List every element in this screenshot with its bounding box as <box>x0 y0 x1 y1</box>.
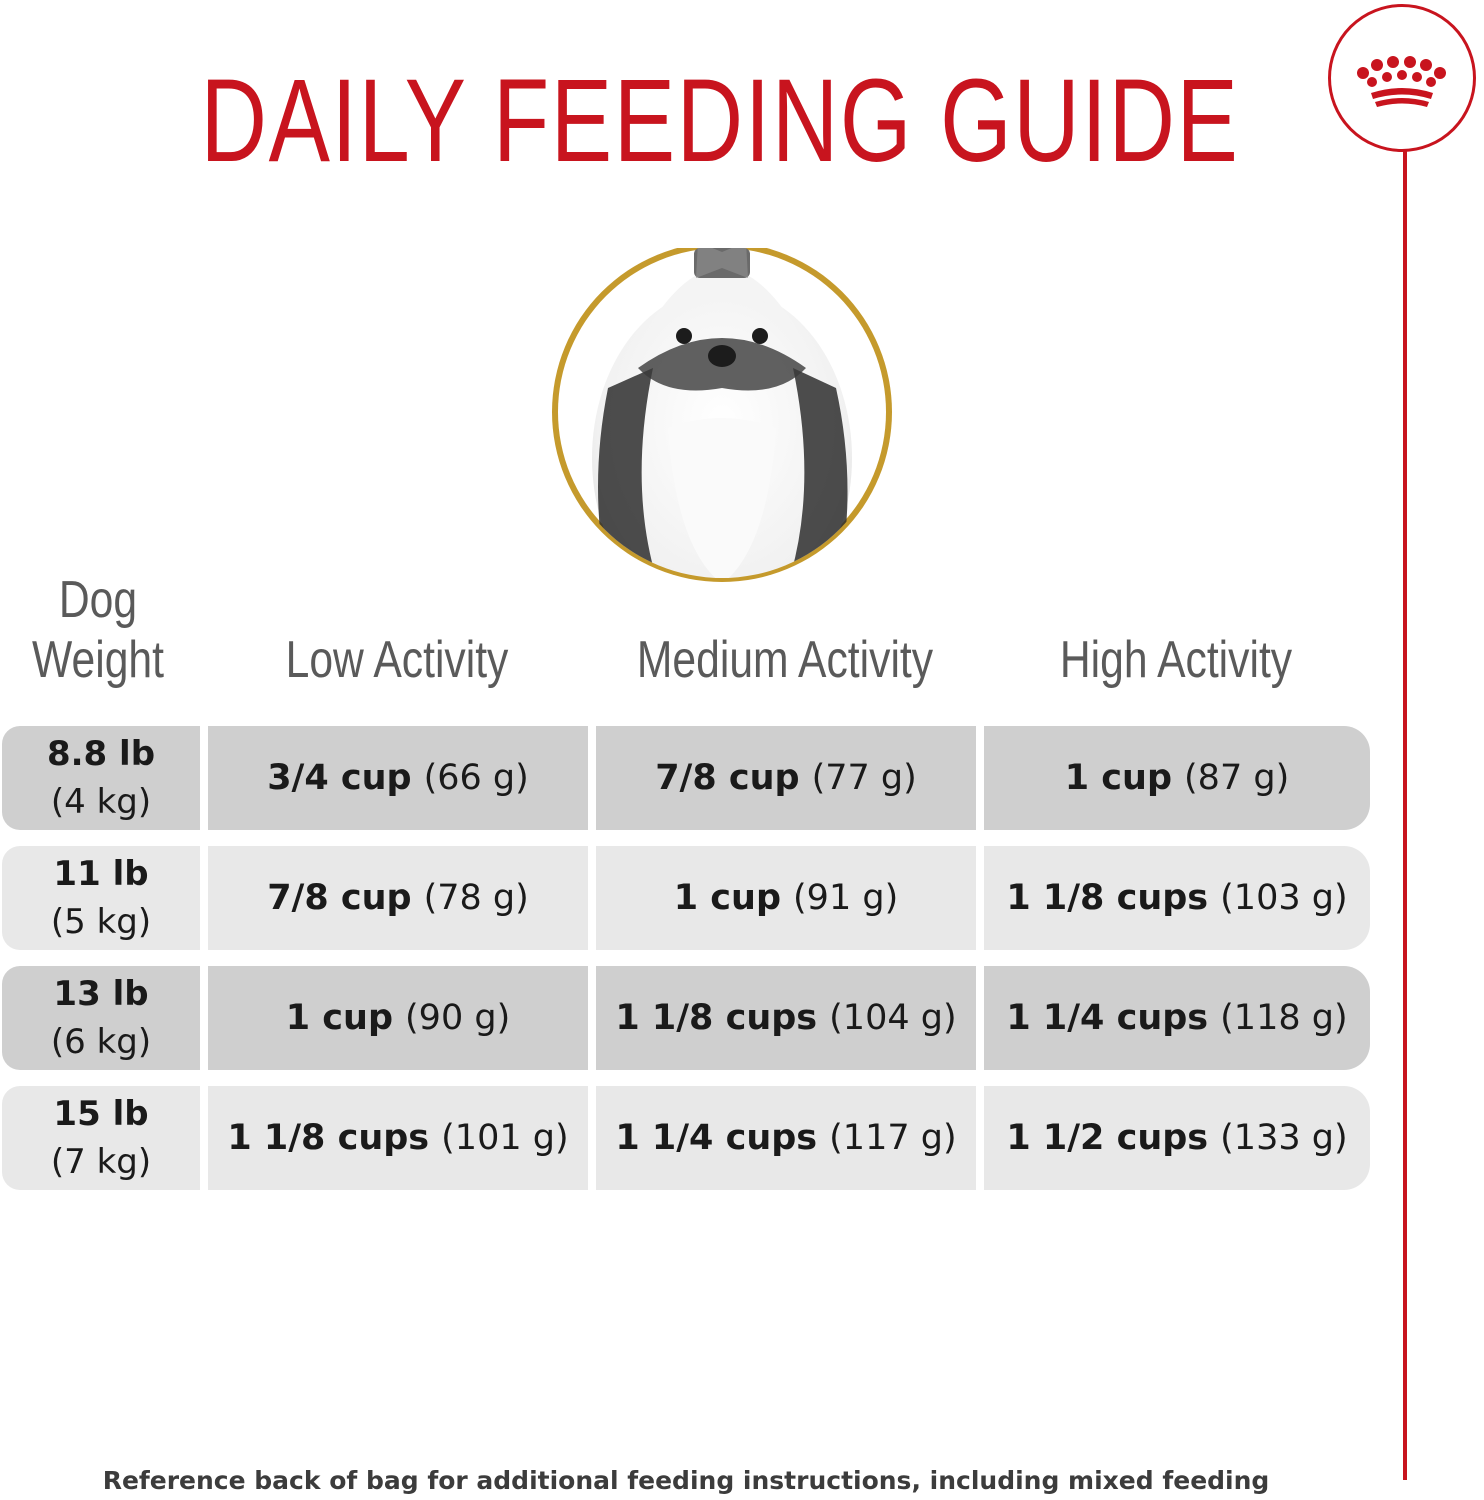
weight-kg: (6 kg) <box>50 1022 152 1062</box>
cup-amount: 1 cup <box>673 878 782 918</box>
high-activity-cell: 1 1/8 cups (103 g) <box>984 846 1370 950</box>
table-row: 15 lb (7 kg) 1 1/8 cups (101 g) 1 1/4 cups… <box>2 1086 1370 1190</box>
gram-amount: (103 g) <box>1220 878 1348 918</box>
gram-amount: (90 g) <box>405 998 511 1038</box>
weight-kg: (5 kg) <box>50 902 152 942</box>
table-row: 8.8 lb (4 kg) 3/4 cup (66 g) 7/8 cup (77 g)… <box>2 726 1370 830</box>
cup-amount: 1 cup <box>285 998 394 1038</box>
gram-amount: (118 g) <box>1220 998 1348 1038</box>
medium-activity-cell: 1 cup (91 g) <box>596 846 976 950</box>
cup-amount: 7/8 cup <box>267 878 412 918</box>
page-title: DAILY FEEDING GUIDE <box>200 55 1240 187</box>
weight-kg: (7 kg) <box>50 1142 152 1182</box>
footnote: Reference back of bag for additional fee… <box>102 1466 1270 1495</box>
gram-amount: (117 g) <box>829 1118 957 1158</box>
gram-amount: (104 g) <box>829 998 957 1038</box>
high-activity-cell: 1 cup (87 g) <box>984 726 1370 830</box>
header-high-activity: High Activity <box>1059 631 1293 689</box>
gram-amount: (101 g) <box>441 1118 569 1158</box>
weight-kg: (4 kg) <box>50 782 152 822</box>
weight-cell: 13 lb (6 kg) <box>2 966 200 1070</box>
weight-lb: 15 lb <box>53 1094 149 1134</box>
gram-amount: (87 g) <box>1184 758 1290 798</box>
medium-activity-cell: 1 1/4 cups (117 g) <box>596 1086 976 1190</box>
dog-portrait-image <box>552 248 892 582</box>
high-activity-cell: 1 1/4 cups (118 g) <box>984 966 1370 1070</box>
weight-cell: 11 lb (5 kg) <box>2 846 200 950</box>
cup-amount: 1 1/4 cups <box>1006 998 1209 1038</box>
crown-icon <box>1357 56 1446 107</box>
header-medium-activity: Medium Activity <box>636 631 934 689</box>
low-activity-cell: 1 1/8 cups (101 g) <box>208 1086 588 1190</box>
low-activity-cell: 7/8 cup (78 g) <box>208 846 588 950</box>
low-activity-cell: 1 cup (90 g) <box>208 966 588 1070</box>
medium-activity-cell: 1 1/8 cups (104 g) <box>596 966 976 1070</box>
cup-amount: 1 1/8 cups <box>615 998 818 1038</box>
brand-accent-line <box>1403 150 1407 1480</box>
gram-amount: (91 g) <box>793 878 899 918</box>
low-activity-cell: 3/4 cup (66 g) <box>208 726 588 830</box>
brand-badge <box>1328 4 1476 152</box>
cup-amount: 1 1/8 cups <box>227 1118 430 1158</box>
high-activity-cell: 1 1/2 cups (133 g) <box>984 1086 1370 1190</box>
gram-amount: (66 g) <box>423 758 529 798</box>
weight-cell: 8.8 lb (4 kg) <box>2 726 200 830</box>
weight-lb: 8.8 lb <box>46 734 156 774</box>
cup-amount: 1 1/4 cups <box>615 1118 818 1158</box>
table-row: 13 lb (6 kg) 1 cup (90 g) 1 1/8 cups (104 g… <box>2 966 1370 1070</box>
medium-activity-cell: 7/8 cup (77 g) <box>596 726 976 830</box>
cup-amount: 7/8 cup <box>655 758 800 798</box>
gram-amount: (78 g) <box>423 878 529 918</box>
cup-amount: 3/4 cup <box>267 758 412 798</box>
cup-amount: 1 1/8 cups <box>1006 878 1209 918</box>
cup-amount: 1 1/2 cups <box>1006 1118 1209 1158</box>
cup-amount: 1 cup <box>1064 758 1173 798</box>
gram-amount: (77 g) <box>811 758 917 798</box>
gram-amount: (133 g) <box>1220 1118 1348 1158</box>
table-row: 11 lb (5 kg) 7/8 cup (78 g) 1 cup (91 g) 1 … <box>2 846 1370 950</box>
header-low-activity: Low Activity <box>285 631 509 689</box>
weight-cell: 15 lb (7 kg) <box>2 1086 200 1190</box>
weight-lb: 13 lb <box>53 974 149 1014</box>
header-dog-weight: Dog Weight <box>32 571 164 689</box>
weight-lb: 11 lb <box>53 854 149 894</box>
